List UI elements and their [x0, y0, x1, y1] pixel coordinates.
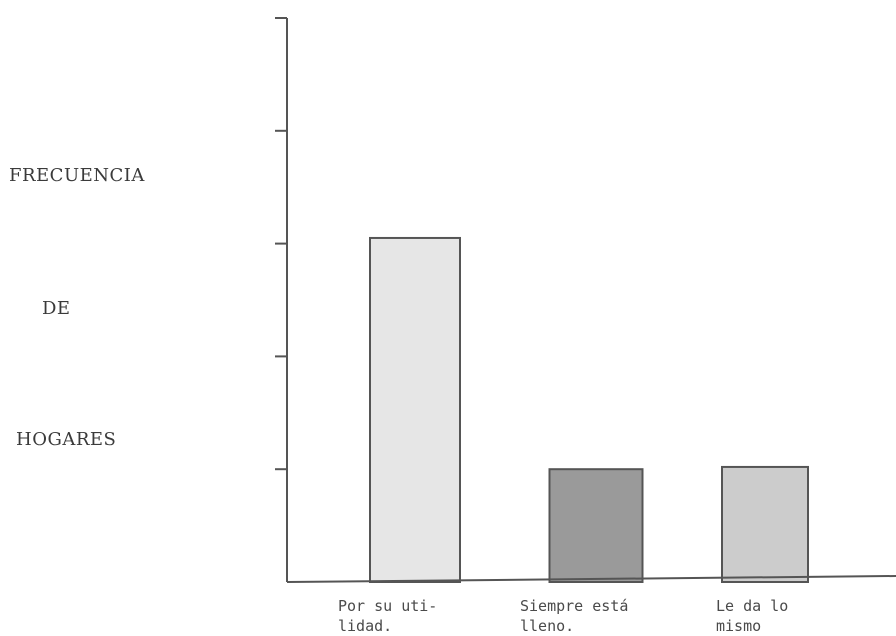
y-axis-label-line-1: FRECUENCIA [9, 165, 145, 186]
bar-2 [548, 468, 644, 584]
category-label-2-line-2: lleno. [520, 617, 575, 635]
category-label-3-line-2: mismo [716, 617, 762, 635]
category-label-3-line-1: Le da lo [716, 597, 789, 615]
category-label-3: Le da lo mismo [716, 596, 788, 636]
y-axis-label-line-2: DE [42, 298, 71, 319]
category-label-2: Siempre está lleno. [520, 596, 628, 636]
category-label-1: Por su uti- lidad. [338, 596, 437, 636]
bar-1 [369, 236, 461, 584]
category-label-2-line-1: Siempre está [520, 597, 629, 615]
y-axis-label-line-3: HOGARES [16, 429, 117, 450]
category-label-1-line-2: lidad. [338, 617, 393, 635]
bars-layer [369, 236, 809, 584]
axes-layer [275, 17, 896, 583]
category-label-1-line-1: Por su uti- [338, 597, 438, 615]
x-axis-line [286, 575, 896, 583]
bar-3 [721, 465, 809, 583]
